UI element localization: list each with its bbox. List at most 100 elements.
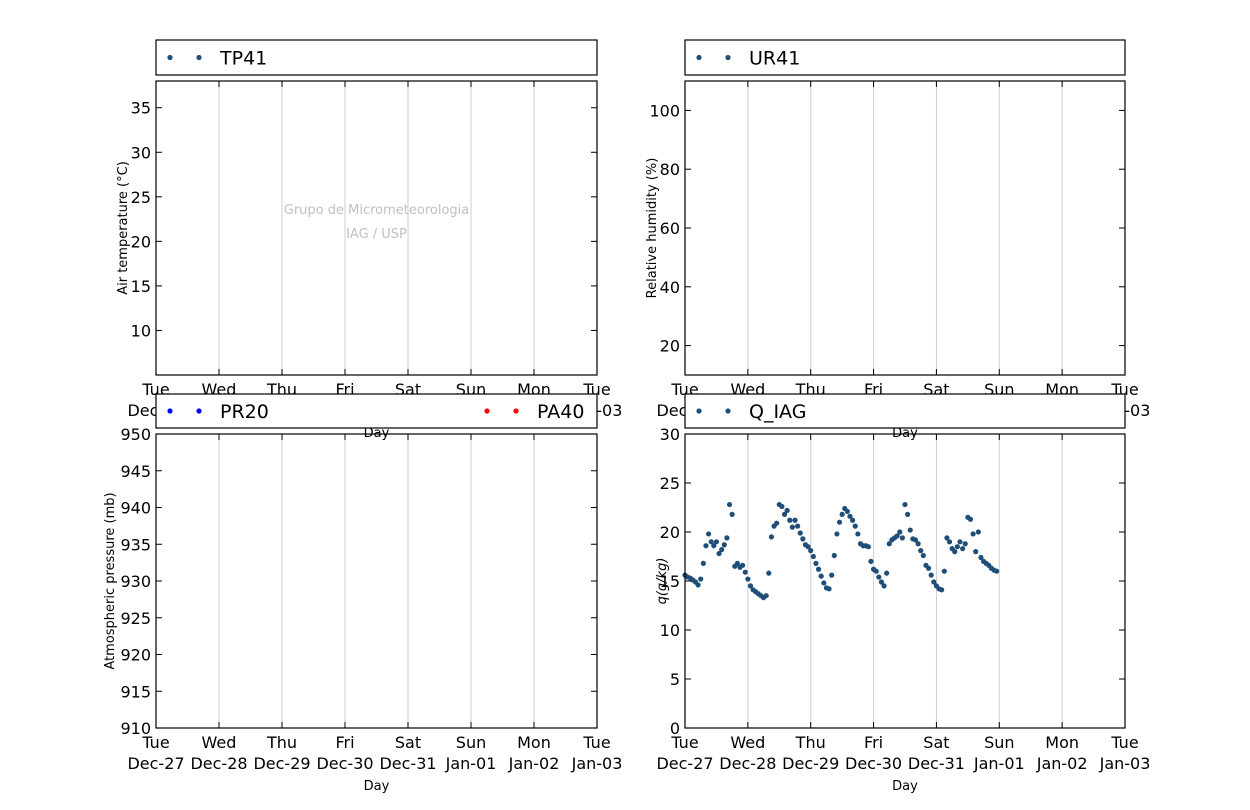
data-point [836,519,843,525]
data-point [747,583,754,589]
data-point [897,529,903,535]
data-point [902,501,908,508]
data-point [740,562,746,568]
x-tick-label: Dec-31 [379,754,436,773]
plot-frame [684,433,1126,729]
data-point [734,560,740,566]
data-point [789,524,795,530]
legend-marker [167,54,173,61]
data-point [795,523,801,529]
data-point [705,531,712,537]
y-tick-label: 80 [660,160,680,179]
y-tick-label: 25 [660,474,680,493]
y-tick-label: 15 [131,277,151,296]
data-point [818,573,824,579]
data-point [839,511,845,517]
plot-frame [684,80,1126,376]
x-tick-label: Fri [864,733,883,752]
x-tick-label: Dec-28 [719,754,776,773]
x-tick-label: Dec-30 [316,754,373,773]
x-tick-label: Jan-03 [571,754,623,773]
data-point [865,544,871,550]
data-point [800,536,806,542]
data-point [931,579,937,585]
legend-marker [696,54,702,61]
x-tick-label: Sat [395,733,421,752]
y-tick-label: 930 [120,572,151,591]
data-point [946,539,953,545]
x-tick-label: Mon [517,733,551,752]
data-point [970,531,976,537]
data-point [884,570,890,576]
data-point [826,586,832,592]
legend-label: TP41 [219,48,267,70]
y-tick-label: 910 [120,719,151,738]
y-tick-label: 945 [120,462,151,481]
data-point [978,554,984,561]
data-point [918,548,924,554]
data-point [719,547,725,553]
y-tick-label: 20 [660,337,680,356]
data-point [899,535,905,541]
x-tick-label: Tue [670,733,698,752]
y-tick-label: 915 [120,682,151,701]
data-point [792,517,798,523]
x-tick-label: Dec-31 [908,754,965,773]
x-tick-label: Dec-29 [782,754,839,773]
data-point [768,534,775,540]
x-tick-label: Thu [266,733,297,752]
data-point [724,535,730,541]
data-point [944,535,950,541]
x-tick-label: Tue [141,733,169,752]
data-point [975,529,981,535]
data-point [742,569,748,575]
data-point [711,543,717,549]
legend-marker [513,408,519,414]
data-point [726,501,733,508]
data-point [844,508,850,515]
data-point [781,511,788,517]
data-point [876,574,882,580]
data-point [941,568,947,574]
legend-label: Q_IAG [749,401,806,423]
data-point [960,546,966,552]
y-tick-label: 10 [131,321,151,340]
x-tick-label: Sat [923,733,949,752]
x-tick-label: Tue [1110,733,1138,752]
legend-marker [196,408,202,414]
data-point [729,511,735,517]
legend-box [684,393,1126,429]
chart-panel-4: 0 5 10 15 20 25 30 Tue Dec-27 Wed Dec-28 Thu Dec-29 F… [655,393,1150,794]
data-point [808,548,814,554]
data-point [855,531,861,537]
data-point [810,553,816,560]
data-point [939,587,945,593]
data-point [787,517,793,523]
x-axis-label: Day [364,779,390,794]
data-point [716,550,722,557]
y-tick-label: 940 [120,499,151,518]
y-tick-label: 20 [131,232,151,251]
data-point [784,507,790,514]
data-point [881,583,887,589]
x-tick-label: Dec-27 [656,754,713,773]
legend-marker [696,408,702,414]
data-point [912,537,919,543]
data-point [700,560,706,566]
y-tick-label: 30 [660,425,680,444]
data-point [821,580,827,586]
y-tick-label: 30 [131,143,151,162]
data-point [905,511,911,517]
data-point [721,542,727,548]
data-point [831,552,837,559]
y-tick-label: 0 [670,719,680,738]
plot-frame [155,433,598,729]
data-point [907,527,913,533]
data-point [925,565,932,571]
data-point [894,533,900,539]
y-axis-label: Atmospheric pressure (mb) [103,492,118,669]
legend-label: UR41 [749,48,800,70]
x-tick-label: Dec-29 [253,754,310,773]
data-point [920,552,926,559]
